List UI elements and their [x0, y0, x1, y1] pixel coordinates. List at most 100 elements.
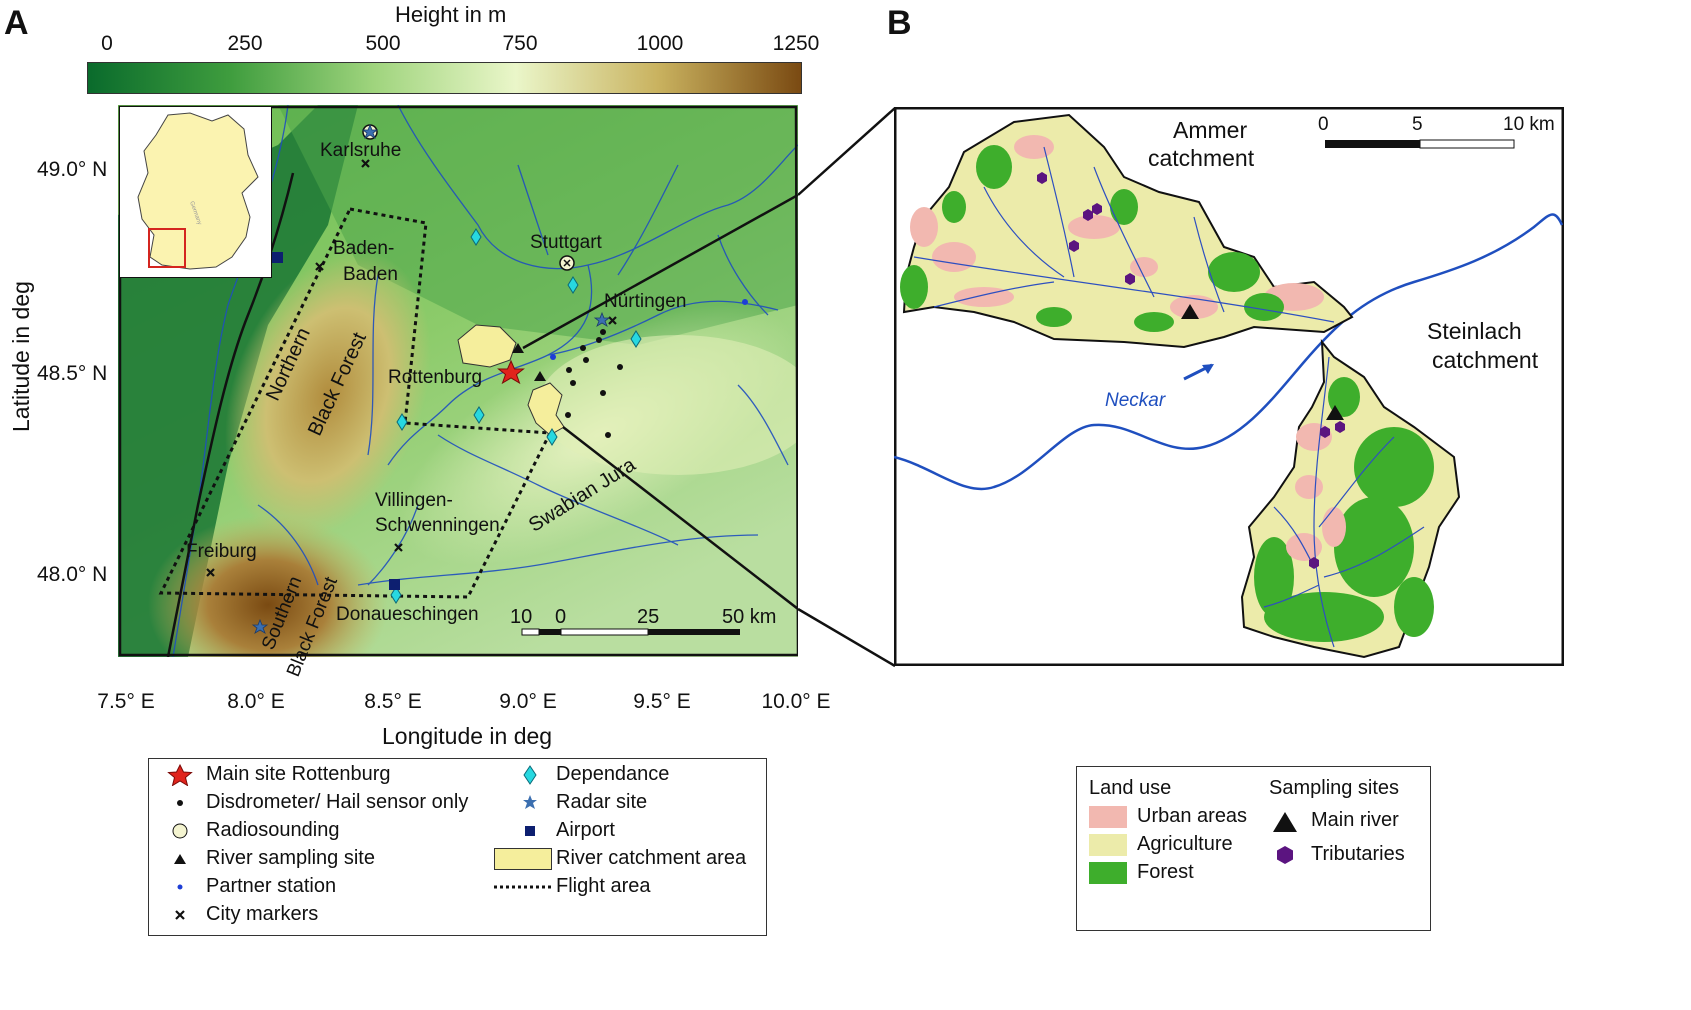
triangle-icon: [1269, 810, 1301, 832]
legend-item-river-sampling: River sampling site: [164, 847, 375, 870]
label-freiburg: Freiburg: [186, 541, 257, 562]
y-axis-label: Latitude in deg: [8, 281, 34, 432]
panel-a-letter: A: [4, 4, 29, 42]
legend-item-urban: Urban areas: [1089, 805, 1247, 828]
river-network: [172, 105, 798, 657]
radar-star-icon: [514, 792, 546, 814]
legend-item-radiosounding: Radiosounding: [164, 819, 339, 842]
x-axis-label: Longitude in deg: [382, 723, 553, 749]
legend-item-flight-area: Flight area: [494, 875, 651, 898]
scale-bar-b: [1325, 139, 1515, 149]
legend-item-main-river: Main river: [1269, 809, 1399, 832]
colorbar-tick: 750: [502, 32, 538, 55]
city-markers: [206, 159, 617, 577]
swabian-jura-plateau: [538, 335, 798, 475]
legend-a: Main site Rottenburg Disdrometer/ Hail s…: [148, 758, 767, 936]
dashed-line-icon: [494, 876, 552, 898]
diamond-icon: [514, 764, 546, 786]
lat-tick: 48.5° N: [37, 362, 108, 385]
urban-swatch: [1089, 805, 1127, 828]
southern-black-forest-terrain: [148, 515, 388, 657]
label-ammer-1: Ammer: [1173, 117, 1248, 143]
circle-icon: [164, 820, 196, 842]
colorbar-tick: 500: [365, 32, 401, 55]
lon-tick: 7.5° E: [97, 690, 155, 713]
colorbar-tick: 1250: [772, 32, 820, 55]
label-rottenburg: Rottenburg: [388, 367, 483, 388]
main-river-ammer: [1181, 304, 1199, 319]
river-sampling-ammer: [512, 343, 524, 353]
triangle-icon: [164, 848, 196, 870]
scale-bar-a: [521, 628, 740, 636]
label-steinlach-1: Steinlach: [1427, 318, 1522, 344]
label-ammer-2: catchment: [1148, 145, 1255, 171]
label-steinlach-2: catchment: [1432, 347, 1539, 373]
label-stuttgart: Stuttgart: [530, 232, 602, 253]
scale-a-label: 10: [510, 606, 533, 628]
lon-tick: 9.5° E: [633, 690, 691, 713]
germany-inset: Germany: [119, 106, 272, 278]
catchment-map: [894, 107, 1564, 666]
stream-network: [913, 146, 1425, 648]
square-icon: [514, 820, 546, 842]
small-dot-icon: [164, 876, 196, 898]
label-nurtingen: Nürtingen: [604, 291, 687, 312]
legend-item-radar: Radar site: [514, 791, 647, 814]
legend-item-disdrometer: Disdrometer/ Hail sensor only: [164, 791, 468, 814]
tributary-sites: [1037, 172, 1345, 569]
legend-item-airport: Airport: [514, 819, 615, 842]
agriculture-swatch: [1089, 833, 1127, 856]
label-villingen-2: Schwenningen: [375, 515, 500, 536]
cross-icon: [164, 904, 196, 926]
label-baden-2: Baden: [343, 264, 398, 285]
dependance-sites: [390, 228, 642, 604]
star-icon: [164, 763, 196, 787]
land-use-title: Land use: [1089, 777, 1172, 799]
legend-item-main-site: Main site Rottenburg: [164, 763, 391, 787]
legend-b: Land use Sampling sites Urban areas Agri…: [1076, 766, 1431, 931]
main-river-steinlach: [1326, 405, 1344, 420]
height-colorbar: [87, 62, 802, 94]
colorbar-tick: 1000: [636, 32, 684, 55]
disdrometer-sites: [565, 329, 623, 438]
scale-a-label: 0: [555, 606, 567, 628]
legend-item-catchment: River catchment area: [494, 847, 746, 870]
legend-item-tributaries: Tributaries: [1269, 843, 1405, 866]
legend-item-city-markers: City markers: [164, 903, 318, 926]
legend-item-forest: Forest: [1089, 861, 1194, 884]
airport-donaueschingen: [389, 579, 400, 590]
colorbar-tick: 0: [101, 32, 113, 55]
zoom-line-bottom: [562, 426, 798, 610]
scale-b-label: 5: [1412, 114, 1423, 135]
scale-a-label: 50 km: [722, 606, 777, 628]
airport-baden: [272, 252, 283, 263]
lat-tick: 48.0° N: [37, 563, 108, 586]
label-donaueschingen: Donaueschingen: [336, 604, 479, 625]
national-border: [166, 172, 295, 657]
scale-a-label: 25: [637, 606, 660, 628]
flight-area: [158, 207, 553, 599]
main-site-star: [497, 359, 525, 385]
sampling-title: Sampling sites: [1269, 777, 1400, 799]
river-sampling-steinlach: [534, 371, 546, 381]
scale-b-label: 10 km: [1503, 114, 1555, 135]
lon-tick: 8.0° E: [227, 690, 285, 713]
northern-black-forest-terrain: [225, 250, 431, 540]
radar-sites: [251, 123, 611, 634]
ammer-forest-patches: [900, 145, 1284, 332]
zoom-line-top: [522, 193, 798, 350]
legend-item-agriculture: Agriculture: [1089, 833, 1233, 856]
colorbar-title: Height in m: [395, 2, 507, 27]
map-frame: [118, 105, 798, 657]
lon-tick: 9.0° E: [499, 690, 557, 713]
colorbar-tick: 250: [227, 32, 263, 55]
label-karlsruhe: Karlsruhe: [320, 140, 402, 161]
panel-b-letter: B: [887, 4, 912, 42]
dot-icon: [164, 792, 196, 814]
label-villingen-1: Villingen-: [375, 490, 453, 511]
legend-item-dependance: Dependance: [514, 763, 669, 786]
hexagon-icon: [1269, 844, 1301, 866]
neckar-river: [894, 213, 1564, 491]
steinlach-forest-patches: [1254, 377, 1434, 642]
lat-tick: 49.0° N: [37, 158, 108, 181]
